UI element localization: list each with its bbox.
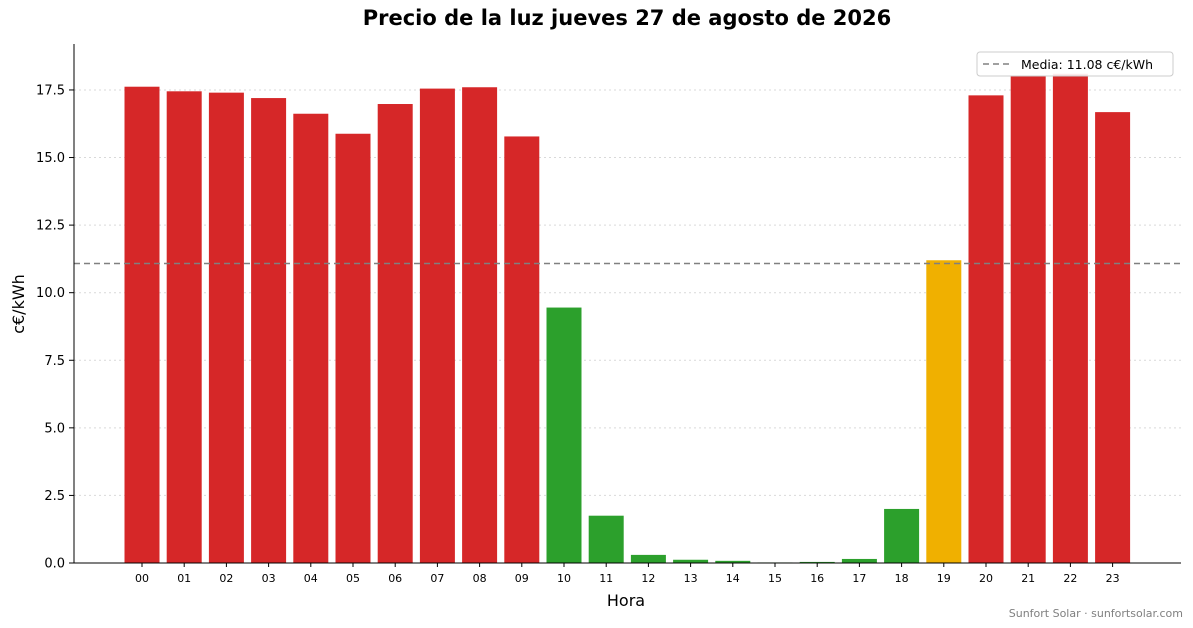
bar-06 [377, 104, 413, 564]
chart-title: Precio de la luz jueves 27 de agosto de … [363, 6, 892, 30]
bar-08 [462, 87, 498, 563]
x-tick-label: 09 [515, 572, 529, 585]
bar-14 [715, 560, 751, 563]
x-tick-label: 00 [135, 572, 149, 585]
x-tick-label: 23 [1106, 572, 1120, 585]
bar-23 [1095, 112, 1131, 564]
x-tick-label: 06 [388, 572, 402, 585]
bar-10 [546, 307, 582, 563]
bar-18 [884, 508, 920, 563]
bar-16 [799, 561, 835, 563]
bar-04 [293, 113, 329, 563]
x-tick-label: 18 [895, 572, 909, 585]
x-tick-label: 10 [557, 572, 571, 585]
bar-22 [1052, 73, 1088, 563]
bars-group [124, 73, 1131, 564]
y-axis-label: c€/kWh [9, 274, 28, 334]
bar-17 [841, 558, 877, 563]
x-tick-label: 15 [768, 572, 782, 585]
y-tick-label: 15.0 [36, 151, 65, 166]
legend-box [976, 51, 1174, 77]
bar-01 [166, 91, 202, 563]
x-tick-label: 20 [979, 572, 993, 585]
bar-12 [630, 554, 666, 563]
x-tick-label: 16 [810, 572, 824, 585]
bar-02 [208, 92, 244, 563]
legend-label: Media: 11.08 c€/kWh [1021, 57, 1153, 72]
bar-09 [504, 136, 540, 563]
x-tick-label: 21 [1021, 572, 1035, 585]
x-tick-label: 03 [262, 572, 276, 585]
y-tick-label: 0.0 [44, 557, 65, 572]
bar-07 [419, 88, 455, 563]
x-tick-label: 01 [177, 572, 191, 585]
bar-19 [926, 260, 962, 563]
x-tick-label: 05 [346, 572, 360, 585]
x-tick-label: 13 [684, 572, 698, 585]
x-tick-label: 08 [473, 572, 487, 585]
x-axis-ticks: 00 01 02 03 04 05 06 07 08 09 10 11 12 13 14 15 16 17 18 19… [135, 563, 1120, 585]
y-tick-label: 7.5 [44, 354, 65, 369]
y-tick-label: 5.0 [44, 421, 65, 436]
x-axis-label: Hora [607, 591, 645, 610]
x-tick-label: 04 [304, 572, 318, 585]
legend: Media: 11.08 c€/kWh [976, 51, 1174, 77]
bar-11 [588, 515, 624, 563]
x-tick-label: 07 [430, 572, 444, 585]
y-tick-label: 17.5 [36, 83, 65, 98]
y-axis-ticks: 0.0 2.5 5.0 7.5 10.0 12.5 15.0 17.5 [36, 83, 74, 572]
bar-21 [1010, 76, 1046, 563]
x-tick-label: 14 [726, 572, 740, 585]
x-tick-label: 12 [641, 572, 655, 585]
bar-13 [673, 559, 709, 563]
bar-00 [124, 86, 160, 563]
x-tick-label: 11 [599, 572, 613, 585]
x-tick-label: 22 [1063, 572, 1077, 585]
y-tick-label: 12.5 [36, 219, 65, 234]
x-tick-label: 19 [937, 572, 951, 585]
x-tick-label: 17 [852, 572, 866, 585]
x-tick-label: 02 [219, 572, 233, 585]
bar-03 [251, 98, 287, 563]
credit-text: Sunfort Solar · sunfortsolar.com [1009, 607, 1183, 620]
y-tick-label: 10.0 [36, 286, 65, 301]
y-tick-label: 2.5 [44, 489, 65, 504]
bar-05 [335, 133, 371, 563]
bar-20 [968, 95, 1004, 563]
